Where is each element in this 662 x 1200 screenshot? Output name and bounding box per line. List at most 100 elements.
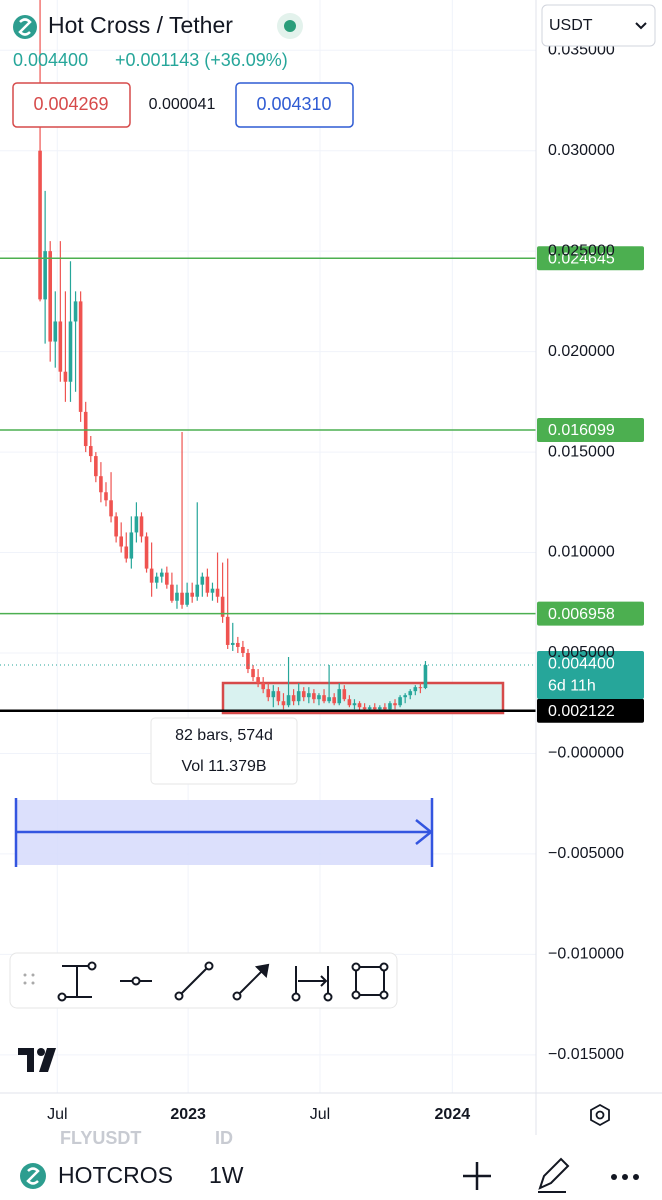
- candle-body: [114, 516, 118, 537]
- candle-body: [149, 568, 154, 583]
- candle-body: [175, 592, 179, 601]
- tool-vertical[interactable]: [62, 965, 92, 998]
- candle-body: [332, 697, 336, 704]
- y-tick-label: −0.005000: [548, 845, 624, 862]
- candle-body: [367, 707, 372, 710]
- y-tick-label: −0.015000: [548, 1046, 624, 1063]
- price-line-label: 0.024645: [548, 251, 615, 268]
- toolbar-icons: [23, 961, 389, 1002]
- spread: 0.000041: [149, 96, 216, 113]
- candle-body: [347, 699, 352, 706]
- candle-body: [139, 516, 144, 537]
- tool-date-range[interactable]: [295, 966, 329, 997]
- measure-bars: 82 bars, 574d: [175, 727, 273, 744]
- price-line-tag: [537, 246, 644, 271]
- x-tick-label: Jul: [310, 1106, 330, 1123]
- candle-body: [241, 646, 245, 653]
- candle-body: [276, 691, 281, 702]
- candle-body: [205, 576, 210, 593]
- candle-body: [104, 492, 108, 501]
- candle-body: [215, 588, 220, 597]
- candle-body: [99, 476, 103, 493]
- candle-body: [53, 321, 58, 342]
- candle-body: [210, 588, 215, 593]
- candle-body: [256, 677, 260, 684]
- drawing-toolbar: [9, 952, 398, 1009]
- draw-button[interactable]: [538, 1157, 570, 1193]
- candle-body: [185, 592, 189, 605]
- candle-body: [271, 691, 276, 698]
- candle-body: [291, 695, 296, 702]
- symbol-title[interactable]: Hot Cross / Tether: [48, 12, 233, 38]
- x-tick-label: Jul: [47, 1106, 67, 1123]
- candle-body: [378, 707, 382, 710]
- candle-body: [372, 707, 377, 710]
- price-line-tag: [537, 601, 644, 626]
- candle-body: [327, 697, 331, 702]
- candle-body: [134, 516, 139, 533]
- candle-body: [296, 691, 301, 702]
- candle-body: [322, 695, 326, 702]
- last-price: 0.004400: [13, 50, 88, 70]
- candle-body: [317, 695, 321, 700]
- currency-label: USDT: [549, 17, 593, 34]
- candle-body: [190, 592, 194, 597]
- candle-body: [58, 321, 63, 372]
- candle-body: [225, 616, 230, 645]
- currency-select[interactable]: [541, 4, 656, 47]
- measure-volume: Vol 11.379B: [181, 758, 266, 775]
- y-tick-label: −0.010000: [548, 946, 624, 963]
- last-price-tag: [537, 651, 644, 700]
- candle-body: [418, 687, 423, 689]
- candle-body: [83, 411, 88, 447]
- candle-body: [236, 642, 240, 647]
- dropdown-chevron: [635, 22, 647, 30]
- candle-body: [78, 301, 83, 412]
- symbol-icon-glyph: [18, 18, 32, 36]
- sell-box[interactable]: [12, 82, 131, 128]
- y-tick-label: 0.020000: [548, 343, 615, 360]
- candle-body: [124, 546, 129, 559]
- footer-interval[interactable]: 1W: [209, 1162, 244, 1188]
- watermark-2: ID: [215, 1128, 233, 1148]
- settings-icon[interactable]: [590, 1103, 610, 1127]
- y-tick-label: 0.025000: [548, 242, 615, 259]
- candle-body: [230, 642, 235, 645]
- candle-body: [109, 500, 113, 517]
- candle-body: [180, 592, 184, 605]
- tool-rectangle[interactable]: [355, 966, 385, 996]
- candle-body: [286, 695, 291, 706]
- candle-body: [154, 576, 159, 583]
- x-tick-label: 2023: [170, 1106, 206, 1123]
- candle-body: [261, 683, 265, 690]
- y-tick-label: 0.005000: [548, 644, 615, 661]
- watermark: FLYUSDT: [60, 1128, 141, 1148]
- candle-body: [388, 703, 392, 710]
- support-line-label: 0.002122: [548, 703, 615, 720]
- range-arrowhead: [415, 819, 434, 845]
- countdown-label: 6d 11h: [548, 677, 596, 694]
- x-tick-label: 2024: [435, 1106, 471, 1123]
- add-button[interactable]: [463, 1162, 491, 1190]
- footer-symbol[interactable]: HOTCROS: [58, 1162, 173, 1188]
- y-tick-label: 0.010000: [548, 544, 615, 561]
- candle-body: [342, 689, 347, 700]
- buy-box[interactable]: [235, 82, 354, 128]
- more-button[interactable]: [611, 1174, 639, 1180]
- price-change: +0.001143 (+36.09%): [115, 50, 288, 70]
- candle-body: [38, 150, 42, 300]
- candle-body: [266, 689, 271, 698]
- candle-body: [301, 691, 306, 698]
- candle-body: [413, 687, 418, 692]
- candle-body: [43, 251, 47, 300]
- candle-body: [170, 584, 174, 601]
- candle-body: [393, 703, 397, 706]
- tv-logo: [18, 1048, 56, 1072]
- candle-body: [281, 701, 286, 706]
- support-line-tag: [537, 698, 644, 723]
- status-dot: [284, 20, 296, 32]
- y-tick-label: 0.030000: [548, 142, 615, 159]
- tool-trendline[interactable]: [179, 966, 209, 996]
